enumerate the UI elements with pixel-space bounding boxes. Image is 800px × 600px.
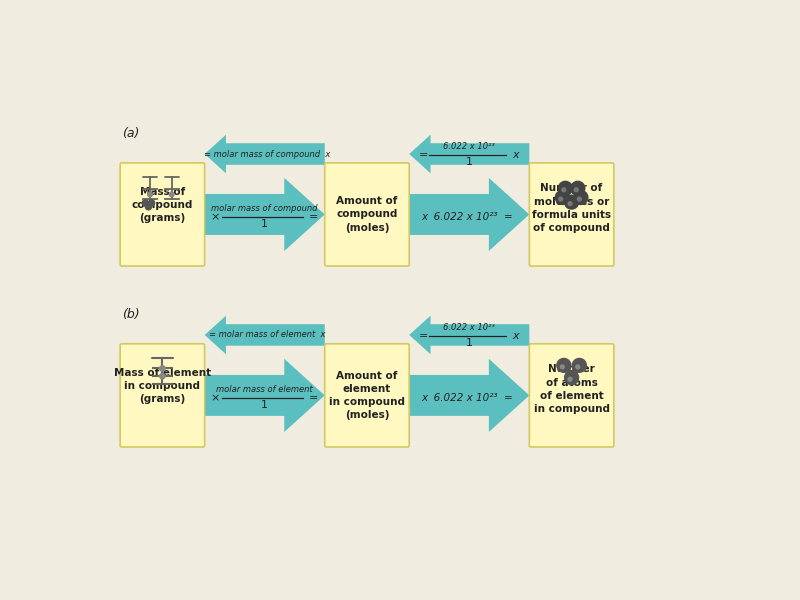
Circle shape — [160, 373, 165, 379]
Text: =: = — [418, 331, 428, 341]
Text: ×: × — [210, 212, 219, 223]
Polygon shape — [410, 178, 530, 251]
Text: (b): (b) — [122, 308, 139, 321]
Circle shape — [574, 191, 588, 205]
Circle shape — [568, 202, 572, 206]
Text: x: x — [512, 331, 518, 341]
Polygon shape — [410, 316, 530, 354]
Text: 6.022 x 10²³: 6.022 x 10²³ — [443, 323, 495, 332]
Circle shape — [149, 200, 154, 206]
Text: =: = — [310, 393, 318, 403]
Circle shape — [148, 192, 152, 197]
Polygon shape — [410, 359, 530, 432]
Text: (a): (a) — [122, 127, 139, 140]
Text: 1: 1 — [261, 400, 268, 410]
FancyBboxPatch shape — [530, 163, 614, 266]
FancyBboxPatch shape — [325, 163, 410, 266]
Circle shape — [572, 358, 586, 372]
Circle shape — [142, 200, 149, 206]
Circle shape — [565, 371, 578, 385]
FancyBboxPatch shape — [120, 344, 205, 447]
Text: 1: 1 — [261, 220, 268, 229]
Text: =: = — [418, 150, 428, 160]
Polygon shape — [205, 178, 325, 251]
Text: 1: 1 — [466, 338, 473, 349]
Text: =: = — [310, 212, 318, 222]
Circle shape — [170, 192, 174, 197]
Circle shape — [571, 181, 585, 195]
Text: Mass of element
in compound
(grams): Mass of element in compound (grams) — [114, 368, 211, 404]
Polygon shape — [205, 359, 325, 432]
Text: ×: × — [210, 394, 219, 403]
Circle shape — [557, 358, 571, 372]
Text: x  6.022 x 10²³  =: x 6.022 x 10²³ = — [421, 393, 513, 403]
Circle shape — [578, 197, 582, 201]
Circle shape — [555, 191, 570, 205]
Text: x: x — [512, 150, 518, 160]
Circle shape — [576, 365, 580, 369]
Circle shape — [568, 377, 572, 381]
Polygon shape — [410, 135, 530, 173]
Text: molar mass of compound: molar mass of compound — [211, 204, 318, 213]
FancyBboxPatch shape — [530, 344, 614, 447]
Text: Number of
molecules or
formula units
of compound: Number of molecules or formula units of … — [532, 184, 611, 233]
Circle shape — [558, 197, 562, 201]
Polygon shape — [205, 135, 325, 173]
Text: Amount of
compound
(moles): Amount of compound (moles) — [336, 196, 398, 233]
FancyBboxPatch shape — [120, 163, 205, 266]
Circle shape — [565, 195, 578, 209]
Text: molar mass of element: molar mass of element — [216, 385, 313, 394]
FancyBboxPatch shape — [325, 344, 410, 447]
Polygon shape — [205, 316, 325, 354]
Circle shape — [562, 188, 566, 192]
Text: x  6.022 x 10²³  =: x 6.022 x 10²³ = — [421, 212, 513, 222]
Text: 1: 1 — [466, 157, 473, 167]
Circle shape — [574, 188, 578, 192]
Text: = molar mass of compound  x: = molar mass of compound x — [204, 149, 330, 158]
Text: = molar mass of element  x: = molar mass of element x — [209, 331, 326, 340]
Text: Amount of
element
in compound
(moles): Amount of element in compound (moles) — [329, 371, 405, 420]
Circle shape — [560, 365, 564, 369]
Circle shape — [558, 181, 572, 195]
Text: Mass of
compound
(grams): Mass of compound (grams) — [132, 187, 193, 223]
Text: 6.022 x 10²³: 6.022 x 10²³ — [443, 142, 495, 151]
Text: Number
of atoms
of element
in compound: Number of atoms of element in compound — [534, 364, 610, 414]
Circle shape — [146, 203, 151, 210]
Circle shape — [160, 366, 165, 371]
